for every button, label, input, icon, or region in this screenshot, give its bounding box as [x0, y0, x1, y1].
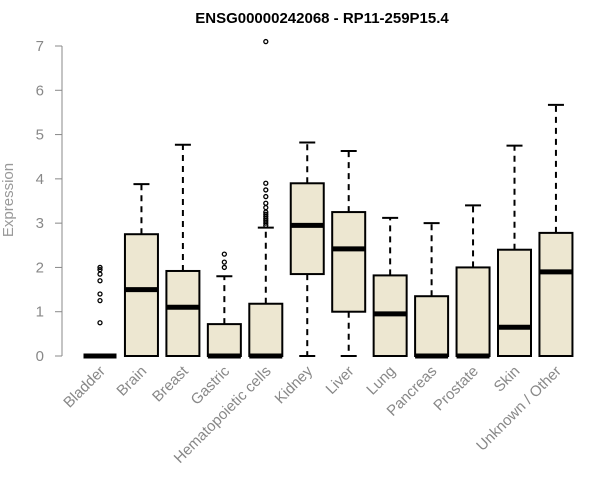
- iqr-box: [497, 248, 532, 357]
- box-lung: [372, 216, 408, 357]
- x-tick-label: Skin: [491, 363, 524, 396]
- outlier-point: [97, 264, 103, 271]
- box-hematopoietic-cells: [248, 38, 284, 359]
- outlier-point: [263, 180, 269, 186]
- y-tick-label: 6: [36, 82, 44, 99]
- outlier-point: [97, 278, 103, 284]
- box-skin: [497, 144, 532, 357]
- box-kidney: [289, 141, 325, 357]
- x-tick-label: Lung: [363, 363, 399, 399]
- iqr-box: [289, 182, 325, 276]
- outlier-point: [97, 291, 103, 297]
- outlier-point: [97, 320, 103, 326]
- y-tick-label: 4: [36, 171, 44, 188]
- outlier-point: [97, 266, 103, 273]
- y-axis-label: Expression: [0, 163, 17, 237]
- iqr-box: [331, 211, 367, 313]
- y-tick-label: 5: [36, 127, 44, 144]
- y-axis: 0 1 2 3 4 5 6 7: [36, 38, 63, 365]
- y-tick-label: 3: [36, 215, 44, 232]
- box-bladder: [83, 264, 117, 359]
- iqr-box: [538, 231, 574, 357]
- outlier-point: [263, 38, 269, 45]
- outlier-point: [221, 264, 228, 271]
- outlier-point: [263, 211, 269, 217]
- x-tick-label: Prostate: [430, 363, 482, 415]
- y-tick-label: 0: [36, 348, 44, 365]
- outlier-point: [263, 204, 269, 211]
- box-brain: [123, 183, 159, 357]
- y-tick-label: 2: [36, 259, 44, 276]
- x-tick-label: Kidney: [272, 362, 317, 407]
- x-tick-label: Bladder: [60, 363, 109, 412]
- y-tick-label: 7: [36, 38, 44, 55]
- outlier-point: [221, 259, 228, 265]
- box-unknown-other: [538, 103, 574, 357]
- boxes-group: [83, 38, 574, 359]
- box-prostate: [455, 204, 491, 359]
- box-breast: [165, 143, 201, 358]
- iqr-box: [248, 302, 284, 357]
- outlier-point: [263, 200, 269, 206]
- outlier-point: [97, 271, 103, 277]
- outlier-point: [263, 193, 269, 200]
- box-liver: [331, 149, 367, 357]
- iqr-box: [455, 266, 491, 357]
- box-gastric: [206, 251, 242, 359]
- outlier-point: [221, 251, 228, 257]
- outlier-point: [97, 297, 103, 304]
- outlier-point: [263, 187, 269, 193]
- iqr-box: [165, 269, 201, 358]
- box-pancreas: [414, 222, 450, 359]
- x-tick-label: Brain: [113, 363, 150, 400]
- y-tick-label: 1: [36, 304, 44, 321]
- iqr-box: [414, 295, 450, 358]
- chart-title: ENSG00000242068 - RP11-259P15.4: [195, 10, 449, 27]
- x-tick-label: Liver: [323, 363, 358, 398]
- iqr-box: [206, 323, 242, 358]
- x-tick-label: Breast: [149, 362, 192, 405]
- iqr-box: [123, 233, 159, 357]
